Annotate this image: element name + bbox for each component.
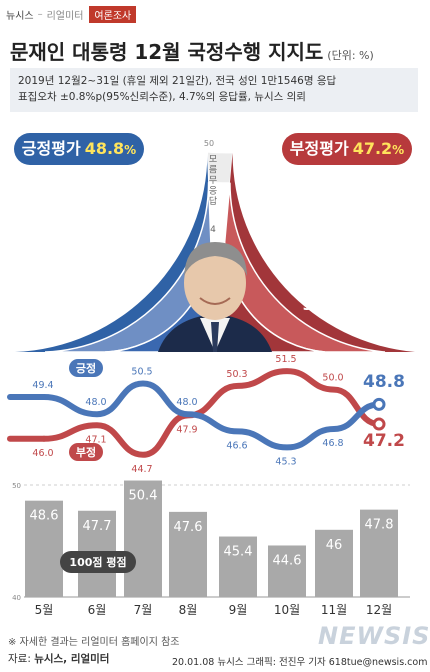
segment-somewhat-good-value: 21.4 (144, 231, 179, 247)
month-label: 5월 (35, 603, 54, 617)
month-label: 8월 (179, 603, 198, 617)
negative-rating-label: 부정평가 (289, 139, 349, 158)
positive-point-label: 49.4 (32, 380, 53, 391)
segment-very-bad-value: 34.4 (303, 298, 338, 314)
bar-value-label: 47.6 (174, 520, 203, 535)
gauge-center-tick: 50 (204, 139, 214, 148)
unknown-label-char: 무 (209, 175, 217, 186)
segment-somewhat-bad-value: 12.8 (254, 231, 289, 247)
negative-point-label: 47.9 (176, 424, 197, 435)
segment-somewhat-bad-label: 잘못하는 편 (245, 211, 297, 224)
survey-info-line2: 표집오차 ±0.8%p(95%신뢰수준), 4.7%의 응답률, 뉴시스 의뢰 (18, 91, 306, 103)
portrait-hair (184, 242, 247, 276)
bar-value-label: 48.6 (30, 509, 59, 524)
positive-point-label: 48.0 (176, 397, 197, 408)
segment-very-good-label: 매우 잘함 (84, 279, 126, 291)
newsis-watermark: NEWSIS (318, 622, 430, 650)
bar-value-label: 46 (326, 538, 343, 553)
month-label: 10월 (274, 603, 300, 617)
bar-axis-tick: 40 (12, 594, 21, 602)
month-label: 11월 (321, 603, 347, 617)
source-line: 자료: 뉴시스, 리얼미터 (8, 651, 109, 666)
bar-value-label: 45.4 (224, 545, 253, 560)
negative-point-label: 50.0 (322, 373, 343, 384)
positive-point-label: 50.5 (131, 366, 152, 377)
bar-10월 (268, 545, 306, 597)
source-prefix: 자료: (8, 653, 35, 665)
positive-point-label: 45.3 (275, 456, 296, 467)
bar-5월 (25, 500, 63, 597)
negative-legend-chip (69, 443, 103, 461)
positive-rating-unit: % (124, 143, 137, 157)
bar-value-label: 47.8 (365, 518, 394, 533)
bar-legend-chip (60, 551, 136, 573)
graphic-credit: 20.01.08 뉴시스 그래픽: 전진우 기자 618tue@newsis.c… (172, 657, 428, 668)
bar-8월 (169, 511, 207, 597)
positive-point-label: 46.6 (226, 440, 247, 451)
bar-11월 (315, 529, 353, 597)
negative-point-label: 47.1 (85, 434, 106, 445)
bar-value-label: 47.7 (83, 519, 112, 534)
portrait-smile (199, 297, 231, 305)
negative-latest-label: 47.2 (363, 431, 405, 451)
brand-name: 뉴시스 (6, 11, 34, 22)
unknown-label-char: 모 (209, 155, 217, 165)
unknown-label-char: 름 (209, 165, 217, 176)
segment-somewhat-good-label: 잘하는 편 (140, 211, 182, 224)
portrait-face (184, 246, 246, 320)
positive-point-label: 48.0 (85, 397, 106, 408)
positive-end-marker (372, 397, 386, 411)
positive-legend-chip (69, 359, 103, 377)
page-title: 문재인 대통령 12월 국정수행 지지도 (단위: %) (10, 36, 374, 65)
positive-latest-label: 48.8 (363, 372, 405, 392)
negative-legend-label: 부정 (76, 445, 96, 459)
positive-rating-value: 48.8 (84, 139, 125, 158)
positive-rating-pill: 긍정평가 48.8% (14, 133, 144, 165)
negative-point-label: 50.3 (226, 369, 247, 380)
bar-legend-label: 100점 평점 (69, 555, 126, 569)
negative-point-label: 51.5 (275, 354, 296, 365)
bar-7월 (124, 480, 162, 597)
survey-info-line1: 2019년 12월2~31일 (휴일 제외 21일간), 전국 성인 1만154… (18, 75, 337, 87)
positive-line (41, 380, 382, 451)
partner-name: 리얼미터 (46, 11, 84, 22)
negative-rating-value: 47.2 (352, 139, 393, 158)
unknown-label-char: 답 (209, 195, 217, 207)
brand-separator: – (37, 9, 43, 20)
unknown-label-char: 응 (209, 186, 217, 197)
bar-axis-tick: 50 (12, 482, 21, 490)
unknown-value: 4 (210, 225, 216, 235)
positive-rating-label: 긍정평가 (21, 139, 81, 158)
top-bar: 뉴시스 – 리얼미터 여론조사 (6, 6, 137, 23)
negative-rating-pill: 부정평가 47.2% (282, 133, 412, 165)
positive-point-label: 46.8 (322, 438, 343, 449)
title-text: 문재인 대통령 12월 국정수행 지지도 (10, 40, 324, 64)
negative-end-marker (372, 417, 386, 431)
source-name: 뉴시스, 리얼미터 (34, 653, 110, 665)
month-label: 6월 (88, 603, 107, 617)
segment-very-good-value: 27.4 (88, 298, 123, 314)
bar-12월 (360, 509, 398, 597)
survey-info: 2019년 12월2~31일 (휴일 제외 21일간), 전국 성인 1만154… (10, 68, 418, 112)
negative-point-label: 46.0 (32, 448, 53, 459)
month-label: 12월 (366, 603, 392, 617)
footnote: ※ 자세한 결과는 리얼미터 홈페이지 참조 (8, 637, 180, 648)
bar-value-label: 50.4 (129, 489, 158, 504)
bar-value-label: 44.6 (273, 553, 302, 568)
segment-very-bad-label: 매우 잘못 (299, 279, 341, 291)
title-unit: (단위: %) (327, 49, 374, 62)
survey-badge: 여론조사 (89, 6, 137, 23)
month-label: 7월 (134, 603, 153, 617)
negative-rating-unit: % (392, 143, 405, 157)
positive-legend-label: 긍정 (76, 361, 96, 375)
negative-point-label: 44.7 (131, 464, 152, 475)
negative-line (41, 368, 382, 458)
bar-9월 (219, 536, 257, 597)
portrait-tie (211, 322, 219, 352)
month-label: 9월 (229, 603, 248, 617)
